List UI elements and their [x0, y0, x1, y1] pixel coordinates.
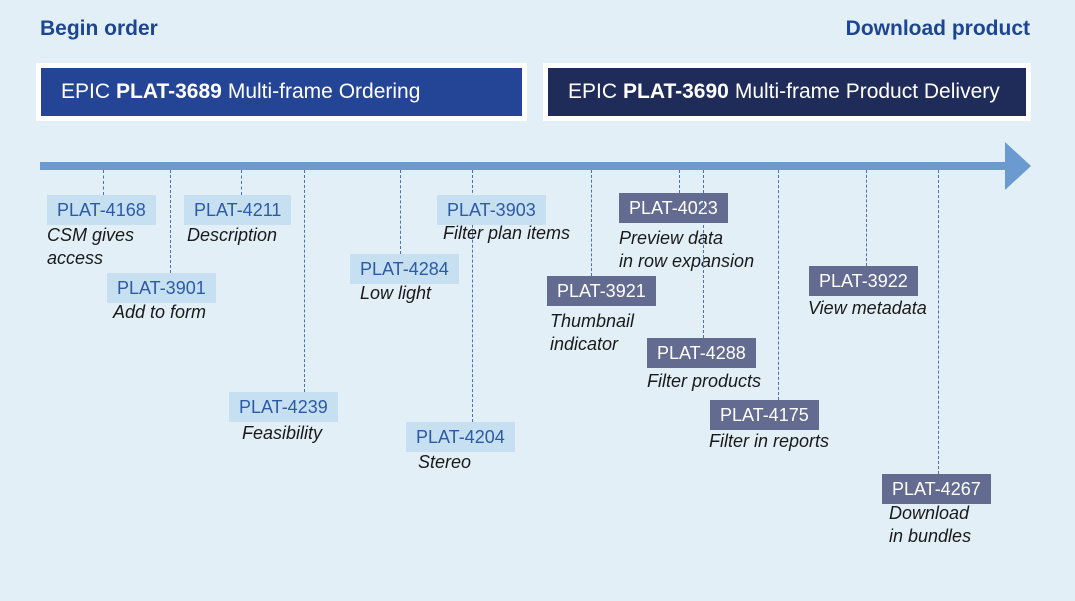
ticket-tag: PLAT-4267	[882, 474, 991, 504]
ticket-caption-line: Feasibility	[242, 423, 323, 443]
epic-title: Multi-frame Ordering	[227, 80, 421, 103]
epic-prefix: EPIC	[61, 80, 111, 103]
ticket-caption-line: Add to form	[113, 302, 207, 322]
ticket-tag: PLAT-4211	[184, 195, 292, 225]
ticket-connector	[679, 170, 680, 193]
epic-prefix: EPIC	[568, 80, 618, 103]
ticket-connector	[304, 170, 305, 392]
ticket-tag: PLAT-4204	[406, 422, 515, 452]
ticket-caption-line: in row expansion	[619, 251, 755, 271]
ticket-caption-line: Stereo	[418, 452, 472, 472]
ticket-caption: Stereo	[418, 451, 471, 474]
ticket-caption-line: indicator	[550, 334, 619, 354]
stage-end-label: Download product	[845, 17, 1030, 40]
timeline-axis	[40, 162, 1010, 170]
ticket-tag: PLAT-3903	[437, 195, 546, 225]
ticket-caption: Filter plan items	[443, 222, 570, 245]
ticket-caption-line: Thumbnail	[550, 311, 635, 331]
ticket-caption: View metadata	[808, 297, 927, 320]
ticket-connector	[938, 170, 939, 474]
ticket-caption-line: Download	[889, 503, 970, 523]
ticket-tag: PLAT-4239	[229, 392, 338, 422]
ticket-caption-line: View metadata	[808, 298, 927, 318]
ticket-caption: Preview data in row expansion	[619, 227, 754, 273]
ticket-caption: Filter in reports	[709, 430, 829, 453]
ticket-caption-line: Preview data	[619, 228, 724, 248]
ticket-tag: PLAT-4023	[619, 193, 728, 223]
epic-id: PLAT-3689	[116, 80, 222, 103]
ticket-caption: Description	[187, 224, 277, 247]
ticket-caption-line: Description	[187, 225, 278, 245]
epic-title: Multi-frame Product Delivery	[734, 80, 1000, 103]
ticket-caption-line: Filter plan items	[443, 223, 571, 243]
ticket-connector	[103, 170, 104, 195]
epic-banner-delivery: EPIC PLAT-3690 Multi-frame Product Deliv…	[543, 63, 1031, 121]
ticket-caption-line: Low light	[360, 283, 432, 303]
ticket-caption: CSM gives access	[47, 224, 134, 270]
ticket-tag: PLAT-4288	[647, 338, 756, 368]
ticket-connector	[400, 170, 401, 254]
ticket-caption-line: access	[47, 248, 104, 268]
epic-banner-ordering: EPIC PLAT-3689 Multi-frame Ordering	[36, 63, 527, 121]
ticket-tag: PLAT-4175	[710, 400, 819, 430]
ticket-caption: Add to form	[113, 301, 206, 324]
stage-begin-label: Begin order	[40, 17, 158, 40]
ticket-connector	[866, 170, 867, 266]
ticket-connector	[241, 170, 242, 195]
ticket-caption: Download in bundles	[889, 502, 971, 548]
ticket-tag: PLAT-4284	[350, 254, 459, 284]
ticket-connector	[170, 170, 171, 273]
timeline-arrowhead	[1005, 142, 1031, 190]
ticket-caption-line: Filter products	[647, 371, 762, 391]
ticket-tag: PLAT-4168	[47, 195, 156, 225]
ticket-connector	[591, 170, 592, 276]
ticket-connector	[778, 170, 779, 400]
ticket-tag: PLAT-3921	[547, 276, 656, 306]
ticket-caption: Low light	[360, 282, 431, 305]
ticket-caption: Thumbnail indicator	[550, 310, 634, 356]
ticket-connector	[703, 170, 704, 338]
ticket-caption-line: CSM gives	[47, 225, 135, 245]
ticket-caption: Feasibility	[242, 422, 322, 445]
ticket-caption-line: in bundles	[889, 526, 972, 546]
ticket-caption: Filter products	[647, 370, 761, 393]
epic-id: PLAT-3690	[623, 80, 729, 103]
ticket-tag: PLAT-3922	[809, 266, 918, 296]
ticket-connector	[472, 170, 473, 422]
ticket-caption-line: Filter in reports	[709, 431, 830, 451]
ticket-tag: PLAT-3901	[107, 273, 216, 303]
